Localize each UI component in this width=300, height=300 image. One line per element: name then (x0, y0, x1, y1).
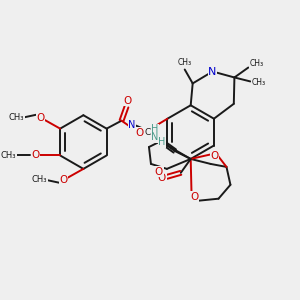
Text: O: O (36, 113, 44, 123)
Text: CH₃: CH₃ (32, 175, 47, 184)
Text: CH₃: CH₃ (249, 59, 263, 68)
Text: H: H (158, 137, 166, 147)
Text: O: O (155, 167, 163, 177)
Text: O: O (123, 96, 132, 106)
Text: O: O (158, 173, 166, 183)
Text: O: O (210, 151, 219, 161)
Text: O: O (135, 128, 143, 138)
Text: CH₃: CH₃ (251, 78, 265, 87)
Text: O: O (31, 151, 39, 160)
Text: N: N (128, 120, 136, 130)
Text: H: H (151, 124, 159, 134)
Text: CH₃: CH₃ (178, 58, 192, 67)
Text: CH₃: CH₃ (1, 151, 16, 160)
Text: O: O (190, 192, 199, 202)
Text: CH₃: CH₃ (9, 113, 24, 122)
Text: O: O (59, 175, 68, 185)
Text: N: N (208, 67, 217, 76)
Text: N: N (151, 132, 159, 142)
Text: C: C (145, 128, 151, 136)
